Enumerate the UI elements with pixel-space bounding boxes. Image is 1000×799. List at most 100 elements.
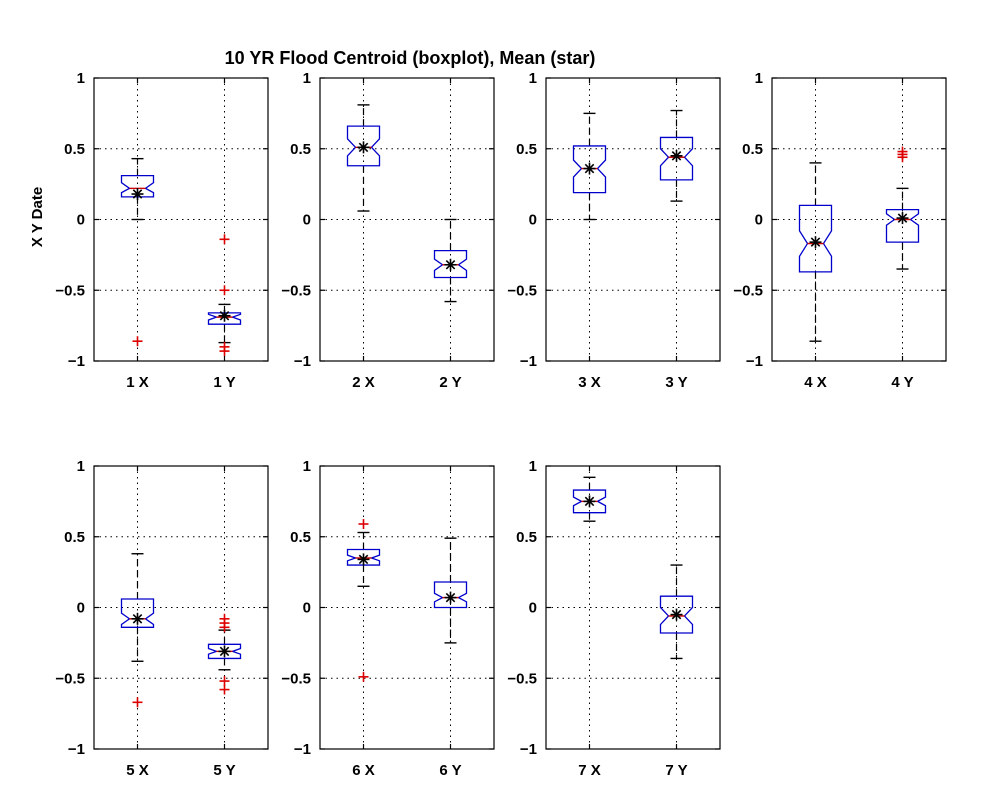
y-tick-label: −0.5 <box>281 670 311 687</box>
box-1-x: 1 X <box>120 78 155 391</box>
box-body <box>659 136 694 181</box>
mean-star <box>583 162 596 175</box>
x-tick-label: 1 Y <box>213 374 235 391</box>
mean-star <box>809 236 822 249</box>
panel-7: 1 0.5 0 −0.5 −1 7 X 7 Y <box>507 458 721 779</box>
y-tick-label: 1 <box>755 70 763 87</box>
box-body <box>572 489 607 514</box>
mean-star-stroke <box>219 646 230 657</box>
x-tick-label: 6 Y <box>439 762 461 779</box>
panels-layer: 1 0.5 0 −0.5 −1 1 X 1 Y 1 0.5 0 −0.5 −1 2 X 2 Y 1 0.5 0 −… <box>55 70 947 779</box>
y-tick-label: 0 <box>755 212 763 229</box>
box-body <box>885 208 920 243</box>
x-tick-label: 1 X <box>126 374 149 391</box>
box-6-x: 6 X <box>346 466 381 779</box>
mean-star-stroke <box>358 142 369 153</box>
x-tick-label: 4 Y <box>891 374 913 391</box>
box-3-y: 3 Y <box>659 78 694 391</box>
y-tick-label: 0.5 <box>290 141 311 158</box>
mean-star <box>131 188 144 201</box>
y-tick-label: 0.5 <box>290 529 311 546</box>
panel-4: 1 0.5 0 −0.5 −1 4 X 4 Y <box>733 70 947 391</box>
y-tick-label: 0.5 <box>742 141 763 158</box>
mean-star-stroke <box>132 614 143 624</box>
mean-star-stroke <box>219 310 230 321</box>
box-body <box>433 581 468 609</box>
y-tick-label: 0 <box>529 212 537 229</box>
x-tick-label: 2 Y <box>439 374 461 391</box>
box-4-x: 4 X <box>798 78 833 391</box>
y-tick-label: −0.5 <box>55 282 85 299</box>
x-tick-label: 4 X <box>804 374 827 391</box>
mean-star-stroke <box>358 554 369 565</box>
y-tick-label: 1 <box>77 458 85 475</box>
box-body <box>207 312 242 325</box>
y-tick-label: −0.5 <box>281 282 311 299</box>
mean-star <box>670 608 683 621</box>
box-6-y: 6 Y <box>433 466 468 779</box>
panel-5: 1 0.5 0 −0.5 −1 5 X 5 Y <box>55 458 269 779</box>
box-5-x: 5 X <box>120 466 155 779</box>
y-tick-label: −1 <box>68 353 85 370</box>
panel-6: 1 0.5 0 −0.5 −1 6 X 6 Y <box>281 458 495 779</box>
y-tick-label: −0.5 <box>507 282 537 299</box>
mean-star <box>218 309 231 322</box>
mean-star <box>357 141 370 154</box>
mean-star <box>218 645 231 658</box>
y-tick-label: −1 <box>520 353 537 370</box>
box-body <box>798 204 833 273</box>
y-axis-label: X Y Date <box>29 187 46 247</box>
x-tick-label: 3 Y <box>665 374 687 391</box>
x-tick-label: 5 X <box>126 762 149 779</box>
x-tick-label: 3 X <box>578 374 601 391</box>
y-tick-label: 0 <box>529 600 537 617</box>
y-tick-label: −1 <box>520 741 537 758</box>
outlier-marker <box>219 676 230 687</box>
outlier-marker <box>219 234 230 245</box>
mean-star <box>670 149 683 162</box>
y-tick-label: 1 <box>529 458 537 475</box>
box-3-x: 3 X <box>572 78 607 391</box>
y-tick-label: 1 <box>303 458 311 475</box>
axes-frame <box>93 77 269 362</box>
box-2-x: 2 X <box>346 78 381 391</box>
box-body <box>346 125 381 167</box>
x-tick-label: 2 X <box>352 374 375 391</box>
axes-frame <box>771 77 947 362</box>
axes-frame <box>319 77 495 362</box>
x-tick-label: 7 X <box>578 762 601 779</box>
y-tick-label: 0 <box>77 600 85 617</box>
outlier-marker <box>219 346 230 357</box>
outlier-marker <box>897 146 908 157</box>
mean-star <box>444 258 457 271</box>
y-tick-label: 1 <box>529 70 537 87</box>
outlier-marker <box>358 519 369 530</box>
y-tick-label: −1 <box>746 353 763 370</box>
axes-frame <box>545 77 721 362</box>
axes-frame <box>319 465 495 750</box>
panel-3: 1 0.5 0 −0.5 −1 3 X 3 Y <box>507 70 721 391</box>
mean-star <box>131 612 144 625</box>
mean-star-stroke <box>445 592 456 603</box>
box-body <box>433 249 468 279</box>
mean-star-stroke <box>584 496 595 507</box>
box-body <box>207 643 242 660</box>
outlier-marker <box>219 684 230 695</box>
box-2-y: 2 Y <box>433 78 468 391</box>
y-tick-label: −1 <box>294 741 311 758</box>
mean-star <box>357 553 370 566</box>
box-body <box>659 595 694 634</box>
box-7-x: 7 X <box>572 466 607 779</box>
panel-1: 1 0.5 0 −0.5 −1 1 X 1 Y <box>55 70 269 391</box>
y-tick-label: −0.5 <box>733 282 763 299</box>
mean-star-stroke <box>584 163 595 174</box>
outlier-marker <box>219 285 230 296</box>
mean-star-stroke <box>132 189 143 199</box>
panel-2: 1 0.5 0 −0.5 −1 2 X 2 Y <box>281 70 495 391</box>
y-tick-label: 0 <box>77 212 85 229</box>
y-tick-label: 1 <box>303 70 311 87</box>
outlier-marker <box>219 622 230 633</box>
y-tick-label: 0.5 <box>64 529 85 546</box>
y-tick-label: 0 <box>303 212 311 229</box>
